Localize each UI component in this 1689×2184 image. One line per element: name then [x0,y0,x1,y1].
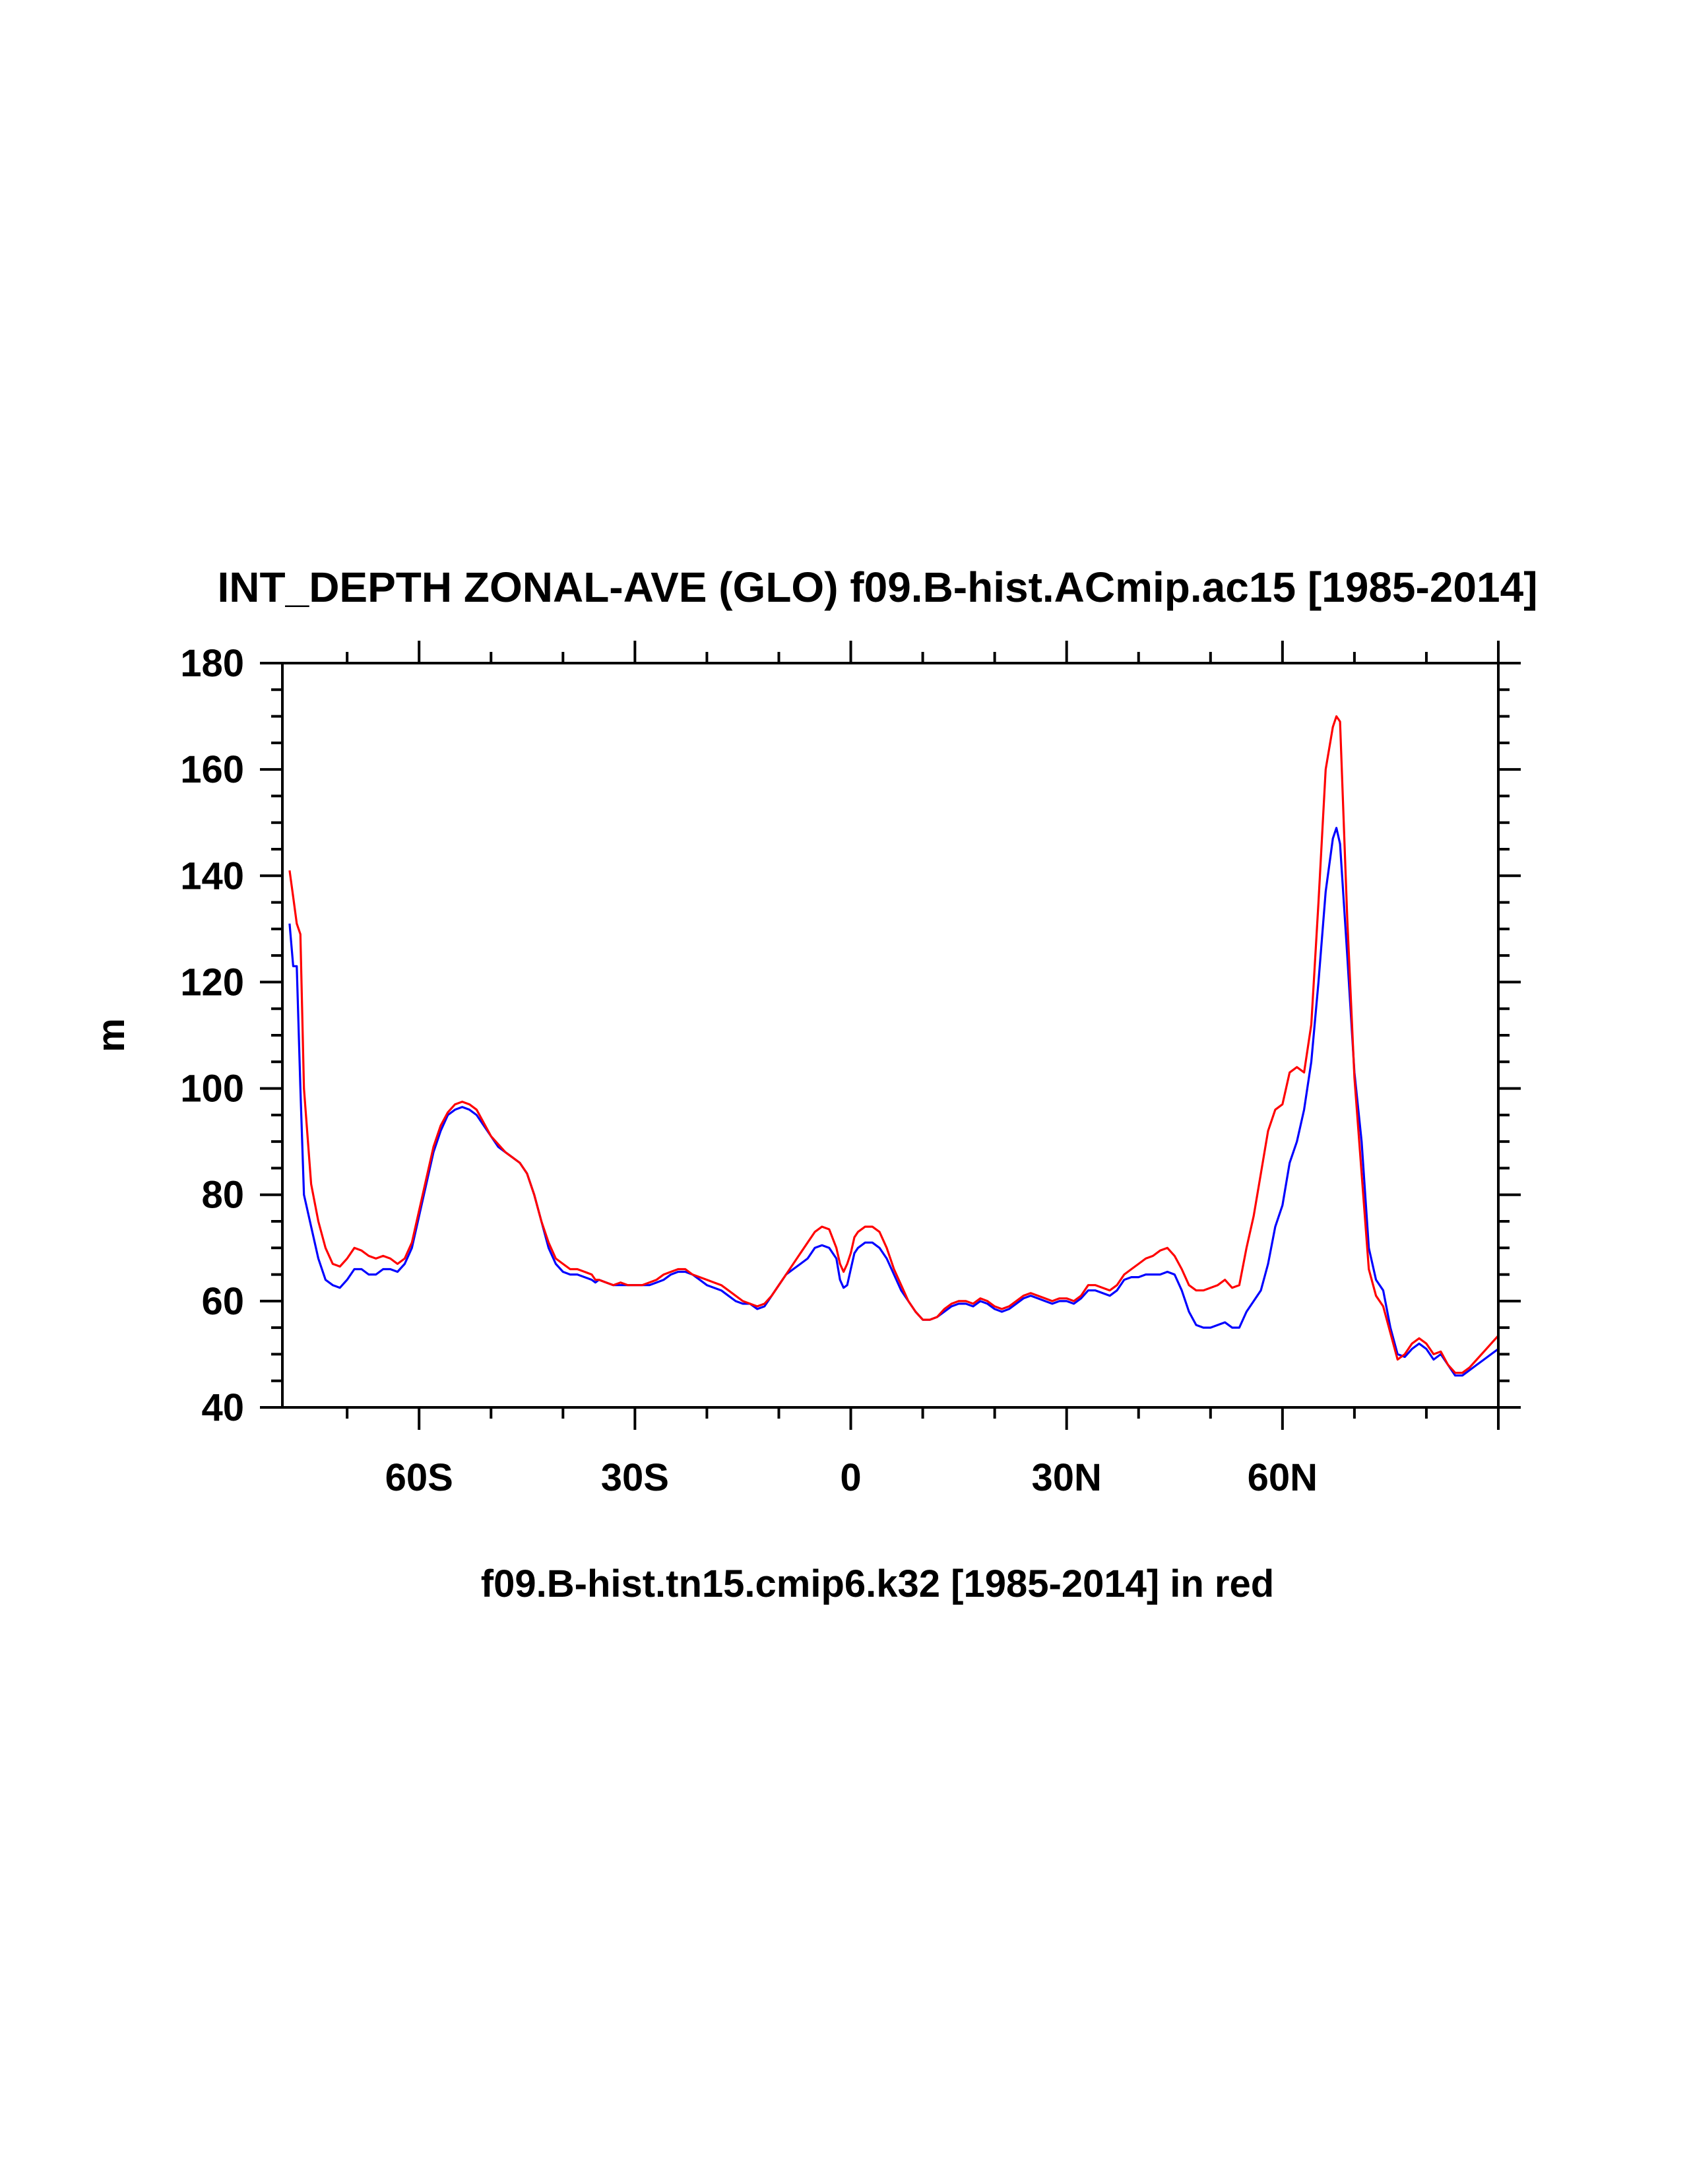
y-tick-label: 40 [201,1386,244,1429]
x-tick-label: 60N [1248,1456,1318,1499]
y-axis: 40 60 80 100 120 140 160 180 [180,642,1521,1429]
series-layer [288,715,1498,1377]
x-tick-label: 30S [601,1456,669,1499]
y-tick-label: 60 [201,1280,244,1323]
x-axis-label: f09.B-hist.tn15.cmip6.k32 [1985-2014] in… [481,1562,1274,1605]
x-axis: 60S 30S 0 30N 60N [346,641,1500,1499]
x-tick-label: 30N [1031,1456,1101,1499]
chart-title: INT_DEPTH ZONAL-AVE (GLO) f09.B-hist.ACm… [218,563,1538,611]
y-tick-label: 120 [180,961,244,1004]
y-tick-label: 100 [180,1068,244,1110]
y-tick-label: 80 [201,1174,244,1217]
series-line-blue [288,827,1498,1377]
plot-frame [281,662,1500,1409]
y-tick-label: 180 [180,642,244,685]
y-axis-label: m [90,1018,133,1052]
y-tick-label: 160 [180,748,244,791]
y-tick-label: 140 [180,854,244,897]
x-tick-label: 0 [840,1456,861,1499]
series-line-red [288,715,1498,1374]
x-tick-label: 60S [385,1456,453,1499]
